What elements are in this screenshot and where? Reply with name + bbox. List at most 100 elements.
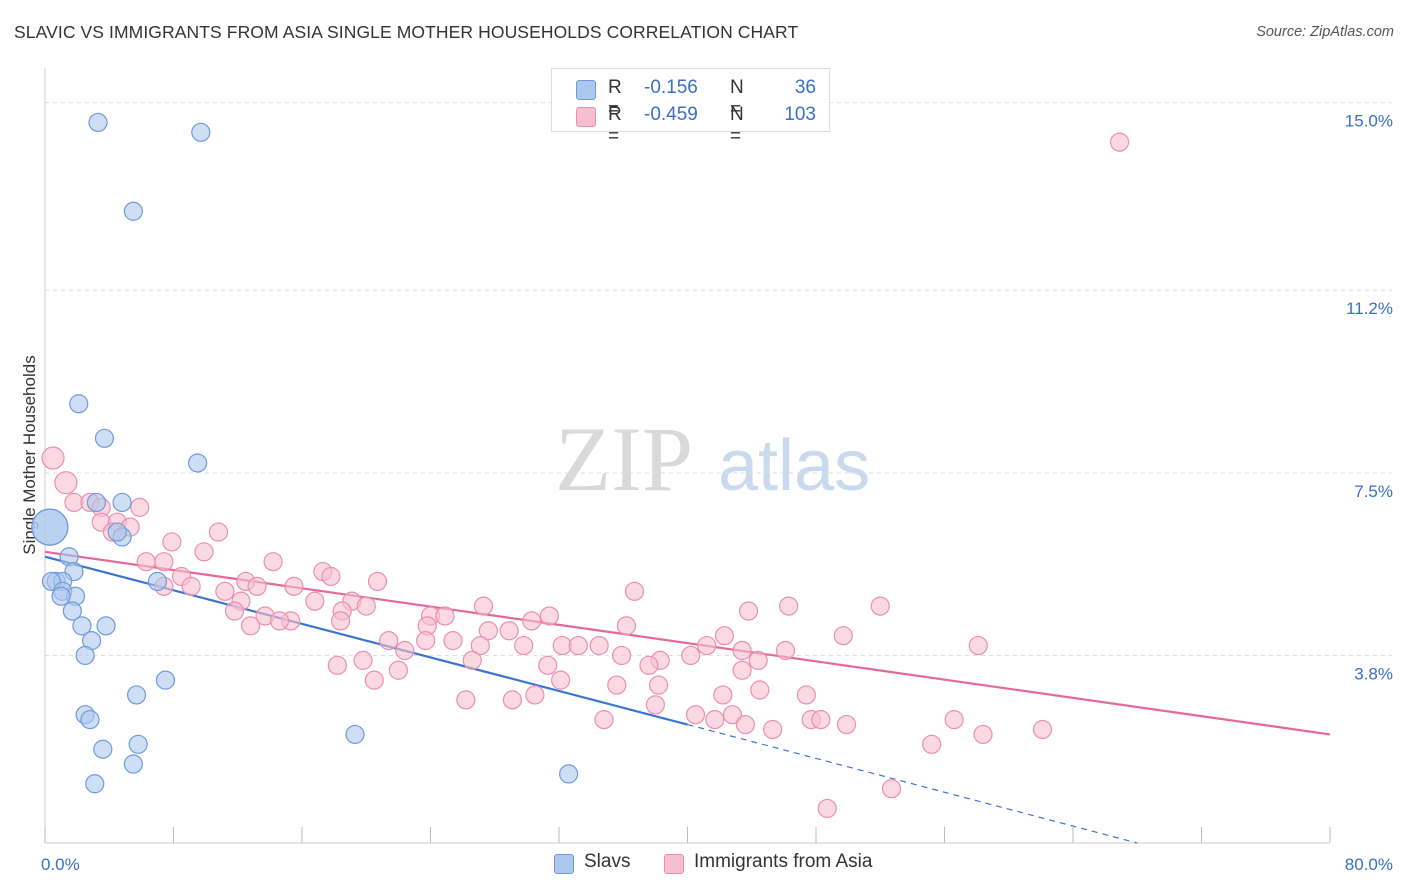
y-tick-label-1: 7.5% [1354, 482, 1393, 501]
slavs-point [75, 645, 95, 666]
y-tick-label-2: 11.2% [1346, 299, 1393, 318]
asia-point [817, 798, 837, 819]
asia-point [502, 690, 523, 710]
asia-n-label: N = [730, 104, 744, 147]
x-tick-label-0: 0.0% [41, 855, 80, 874]
slavs-point [86, 492, 107, 513]
asia-point [241, 616, 261, 636]
asia-point [181, 576, 201, 596]
tick-label-layer: 3.8% 7.5% 11.2% 15.0% 0.0% 80.0% [41, 112, 1393, 874]
asia-point [327, 655, 347, 675]
asia-point [269, 611, 290, 631]
asia-point [750, 680, 770, 700]
asia-point [748, 650, 768, 670]
asia-point [714, 626, 735, 646]
asia-point [713, 685, 733, 705]
asia-point [705, 710, 725, 730]
slavs-r-value: -0.156 [644, 77, 698, 98]
slavs-r-label: R = [608, 77, 622, 120]
asia-point [305, 591, 325, 611]
asia-point [443, 631, 463, 651]
asia-point [616, 616, 637, 636]
slavs-trend-extension [687, 723, 1138, 844]
slavs-point [191, 122, 211, 142]
asia-point [321, 566, 341, 587]
asia-point [154, 552, 174, 572]
y-tick-label-3: 15.0% [1345, 112, 1393, 131]
asia-point [208, 522, 229, 542]
asia-r-label: R = [608, 104, 622, 147]
slavs-n-label: N = [730, 77, 744, 120]
slavs-point [72, 616, 92, 636]
slavs-point [93, 739, 113, 759]
asia-point [881, 779, 902, 799]
asia-point [796, 685, 816, 705]
asia-point [973, 724, 993, 745]
asia-point [194, 542, 214, 562]
asia-r-value: -0.459 [644, 104, 698, 125]
asia-point [499, 621, 519, 641]
asia-point [539, 606, 559, 626]
asia-point [648, 675, 669, 695]
asia-point [870, 596, 890, 616]
asia-point [552, 635, 572, 656]
asia-point [732, 640, 752, 661]
asia-point [551, 670, 571, 690]
slavs-point [126, 685, 147, 705]
asia-point [922, 734, 942, 754]
slavs-point [559, 764, 579, 784]
asia-point [367, 571, 388, 592]
asia-point [284, 576, 304, 596]
y-tick-label-0: 3.8% [1354, 664, 1393, 683]
asia-point [607, 675, 627, 695]
asia-point [968, 635, 988, 656]
asia-point [775, 640, 796, 661]
slavs-swatch [576, 80, 596, 100]
asia-point [473, 596, 494, 616]
chart-title: SLAVIC VS IMMIGRANTS FROM ASIA SINGLE MO… [14, 22, 799, 42]
asia-point [478, 621, 498, 641]
asia-point [435, 606, 455, 626]
asia-point [763, 719, 783, 740]
slavs-point [62, 601, 82, 621]
asia-point [732, 660, 752, 680]
slavs-point [107, 522, 127, 542]
asia-point [811, 710, 831, 730]
slavs-point [123, 201, 143, 221]
slavs-point [96, 616, 116, 636]
legend-asia-swatch [664, 854, 684, 874]
asia-point [456, 690, 476, 710]
asia-point [944, 710, 964, 730]
asia-point [215, 581, 235, 601]
slavs-point [85, 774, 105, 794]
asia-point [639, 655, 659, 675]
asia-point [681, 645, 701, 666]
asia-point [54, 471, 78, 495]
asia-swatch [576, 107, 596, 127]
asia-point [645, 695, 665, 715]
source-label: Source: ZipAtlas.com [1256, 24, 1394, 40]
asia-point [779, 596, 799, 616]
asia-point [538, 655, 558, 675]
correlation-legend: R = -0.156 N = 36 R = -0.459 N = 103 [551, 68, 830, 147]
legend-asia-label: Immigrants from Asia [694, 851, 873, 872]
asia-point [263, 552, 283, 572]
asia-point [395, 640, 415, 661]
slavs-point [128, 734, 148, 754]
asia-point [1032, 719, 1053, 740]
asia-point [525, 685, 545, 705]
asia-point [722, 705, 743, 725]
asia-n-value: 103 [784, 104, 816, 125]
slavs-point [123, 754, 143, 774]
slavs-point [155, 670, 176, 690]
asia-point [353, 650, 373, 670]
asia-point [836, 714, 857, 735]
slavs-point [80, 710, 100, 730]
asia-point [462, 650, 482, 670]
asia-point [379, 631, 399, 651]
asia-point [364, 670, 384, 690]
asia-point [624, 581, 645, 601]
slavs-point [147, 571, 168, 592]
asia-point [612, 645, 632, 666]
